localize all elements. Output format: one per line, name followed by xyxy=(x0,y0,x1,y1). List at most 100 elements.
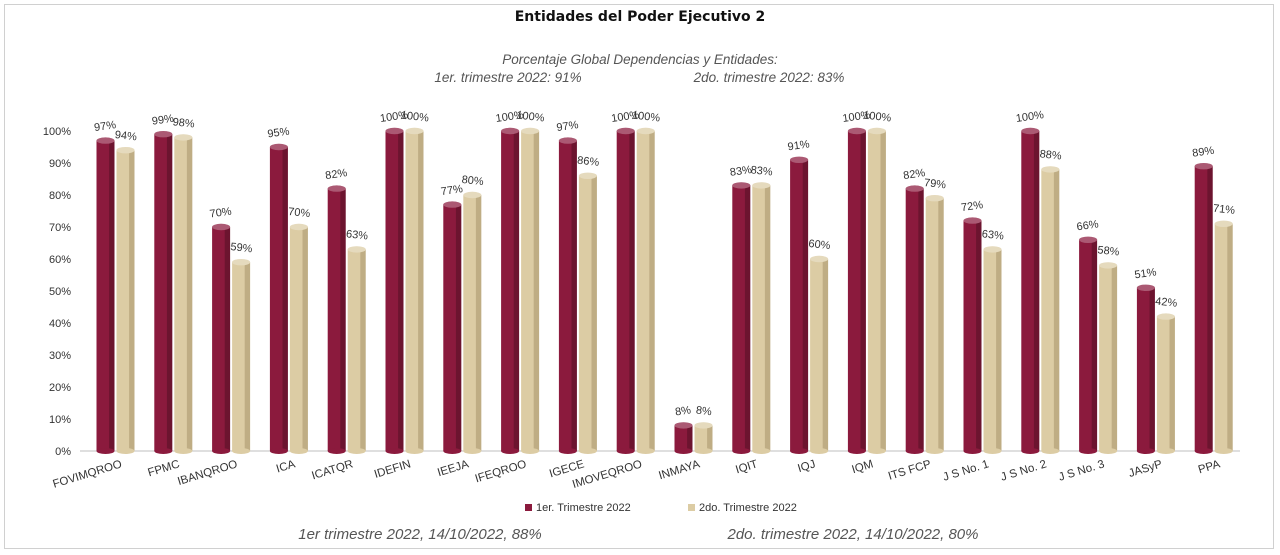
bar-shade-series-2 xyxy=(1111,265,1118,451)
bar-base-series-1 xyxy=(732,448,751,454)
bar-top-highlight-series-2 xyxy=(521,127,540,135)
y-tick-label: 60% xyxy=(49,254,71,266)
bar-base-series-2 xyxy=(578,448,597,454)
bar-shade-series-2 xyxy=(707,425,713,451)
bar-series-2 xyxy=(694,425,713,451)
data-label-series-1: 97% xyxy=(93,119,117,134)
category-label: INMAYA xyxy=(657,458,701,482)
bar-series-2 xyxy=(1156,316,1175,451)
bar-series-1 xyxy=(1136,287,1155,451)
data-label-series-1: 70% xyxy=(209,206,233,221)
bar-shade-series-1 xyxy=(1149,287,1155,451)
y-tick-label: 100% xyxy=(43,126,71,138)
bar-top-highlight-series-2 xyxy=(752,182,771,189)
bar-shade-series-1 xyxy=(513,131,520,451)
data-label-series-2: 63% xyxy=(345,228,368,242)
bar-series-1 xyxy=(269,147,288,451)
bar-series-2 xyxy=(232,262,251,451)
bar-top-highlight-series-1 xyxy=(269,143,288,151)
bar-top-highlight-series-2 xyxy=(1099,262,1118,269)
category-label: J S No. 2 xyxy=(999,458,1048,483)
category-label: J S No. 3 xyxy=(1057,458,1106,483)
category-label: FOVIMQROO xyxy=(51,458,123,490)
data-label-series-1: 97% xyxy=(556,119,580,134)
y-tick-label: 20% xyxy=(49,382,71,394)
bar-top-highlight-series-2 xyxy=(867,127,886,135)
bar-shade-series-1 xyxy=(455,204,462,451)
bar-top-highlight-series-1 xyxy=(212,223,231,231)
bar-series-2 xyxy=(867,131,886,451)
data-label-series-1: 89% xyxy=(1192,145,1216,160)
bar-top-series-2 xyxy=(983,246,1002,253)
category-label: IQM xyxy=(850,458,874,476)
bar-top-highlight-series-1 xyxy=(1194,163,1213,170)
bar-base-series-2 xyxy=(116,448,135,454)
legend-label-series-1: 1er. Trimestre 2022 xyxy=(536,502,631,514)
bar-shade-series-1 xyxy=(918,188,924,451)
bar-series-1 xyxy=(963,220,982,451)
bar-top-series-2 xyxy=(463,191,482,199)
bar-top-highlight-series-2 xyxy=(463,191,482,199)
category-label: PPA xyxy=(1197,458,1222,476)
data-label-series-1: 66% xyxy=(1076,218,1100,233)
bar-shade-series-2 xyxy=(533,131,540,451)
bar-top-highlight-series-1 xyxy=(847,127,866,135)
bar-base-series-1 xyxy=(1194,448,1213,454)
bar-shade-series-1 xyxy=(340,188,346,451)
data-label-series-2: 58% xyxy=(1097,244,1120,258)
bar-shade-series-2 xyxy=(244,262,251,451)
y-tick-label: 80% xyxy=(49,190,71,202)
chart-frame xyxy=(4,4,1274,549)
y-tick-label: 90% xyxy=(49,158,71,170)
bar-shade-series-1 xyxy=(1091,239,1098,451)
bar-top-highlight-series-1 xyxy=(327,185,346,192)
bar-base-series-1 xyxy=(501,448,520,454)
bar-base-series-1 xyxy=(847,448,866,454)
bar-series-2 xyxy=(578,175,597,452)
bar-top-highlight-series-1 xyxy=(616,127,635,135)
bar-series-1 xyxy=(443,204,462,451)
bar-base-series-2 xyxy=(463,448,482,454)
data-label-series-1: 99% xyxy=(151,113,175,128)
bar-base-series-1 xyxy=(96,448,115,454)
bar-base-series-1 xyxy=(212,448,231,454)
bar-top-series-1 xyxy=(790,156,809,163)
bar-top-series-1 xyxy=(154,131,173,138)
bar-top-highlight-series-2 xyxy=(116,147,135,154)
data-label-series-1: 83% xyxy=(729,164,753,179)
data-label-series-2: 86% xyxy=(577,155,600,169)
data-label-series-2: 42% xyxy=(1155,295,1178,309)
bar-top-series-2 xyxy=(752,182,771,189)
bar-top-series-1 xyxy=(385,127,404,135)
data-label-series-1: 82% xyxy=(903,167,927,182)
bar-shade-series-2 xyxy=(360,249,366,451)
category-label: JASyP xyxy=(1127,458,1164,480)
bar-shade-series-2 xyxy=(996,249,1002,451)
data-label-series-1: 100% xyxy=(1015,109,1045,125)
bar-series-2 xyxy=(116,150,135,451)
subtitle-line-3: 2do. trimestre 2022: 83% xyxy=(693,70,845,85)
y-tick-label: 30% xyxy=(49,350,71,362)
bar-top-highlight-series-1 xyxy=(1079,236,1098,243)
subtitle-line-1: Porcentaje Global Dependencias y Entidad… xyxy=(502,52,778,67)
bar-base-series-2 xyxy=(174,448,193,454)
bar-top-highlight-series-1 xyxy=(1136,284,1155,291)
data-label-series-2: 60% xyxy=(808,238,831,252)
category-label: IFEQROO xyxy=(474,458,528,485)
bar-series-2 xyxy=(463,195,482,451)
bar-shade-series-2 xyxy=(649,131,655,451)
bar-series-1 xyxy=(327,188,346,451)
bar-top-series-2 xyxy=(116,147,135,154)
data-label-series-1: 72% xyxy=(960,199,984,214)
bar-base-series-2 xyxy=(636,448,655,454)
bar-shade-series-2 xyxy=(880,131,886,451)
bar-base-series-1 xyxy=(1136,448,1155,454)
bar-base-series-2 xyxy=(1041,448,1060,454)
bar-top-highlight-series-1 xyxy=(154,131,173,138)
bar-base-series-2 xyxy=(405,448,424,454)
bar-series-1 xyxy=(732,185,751,451)
bar-top-series-2 xyxy=(925,195,944,202)
bar-top-highlight-series-2 xyxy=(1214,220,1233,227)
bar-top-series-1 xyxy=(674,422,693,429)
